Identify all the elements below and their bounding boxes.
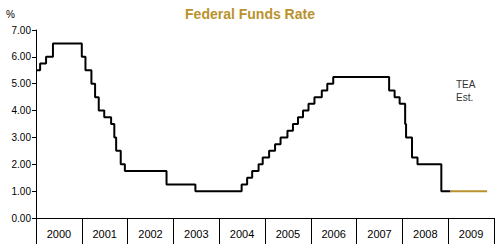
- svg-text:%: %: [6, 9, 15, 20]
- svg-text:2000: 2000: [47, 228, 71, 240]
- svg-text:6.00: 6.00: [12, 51, 32, 62]
- svg-text:2002: 2002: [138, 228, 162, 240]
- svg-text:0.00: 0.00: [12, 213, 32, 224]
- svg-text:Est.: Est.: [456, 92, 473, 103]
- svg-text:2.00: 2.00: [12, 159, 32, 170]
- svg-text:1.00: 1.00: [12, 186, 32, 197]
- svg-text:2005: 2005: [276, 228, 300, 240]
- svg-text:2004: 2004: [230, 228, 254, 240]
- svg-text:Federal Funds Rate: Federal Funds Rate: [185, 6, 315, 22]
- svg-text:2006: 2006: [321, 228, 345, 240]
- svg-text:7.00: 7.00: [12, 25, 32, 36]
- svg-text:TEA: TEA: [456, 79, 476, 90]
- svg-text:2001: 2001: [92, 228, 116, 240]
- svg-text:3.00: 3.00: [12, 132, 32, 143]
- svg-text:2009: 2009: [459, 228, 483, 240]
- svg-text:4.00: 4.00: [12, 105, 32, 116]
- svg-text:5.00: 5.00: [12, 78, 32, 89]
- svg-text:2007: 2007: [367, 228, 391, 240]
- svg-text:2008: 2008: [413, 228, 437, 240]
- svg-text:2003: 2003: [184, 228, 208, 240]
